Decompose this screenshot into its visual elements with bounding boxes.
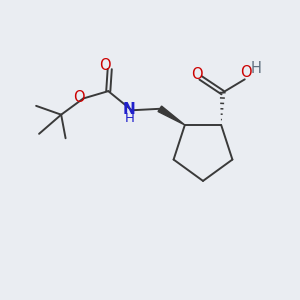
Text: O: O [240, 65, 251, 80]
Text: O: O [190, 68, 202, 82]
Text: N: N [123, 102, 136, 117]
Text: H: H [124, 112, 134, 125]
Text: O: O [73, 90, 85, 105]
Text: O: O [100, 58, 111, 73]
Text: H: H [250, 61, 261, 76]
Polygon shape [158, 106, 185, 125]
